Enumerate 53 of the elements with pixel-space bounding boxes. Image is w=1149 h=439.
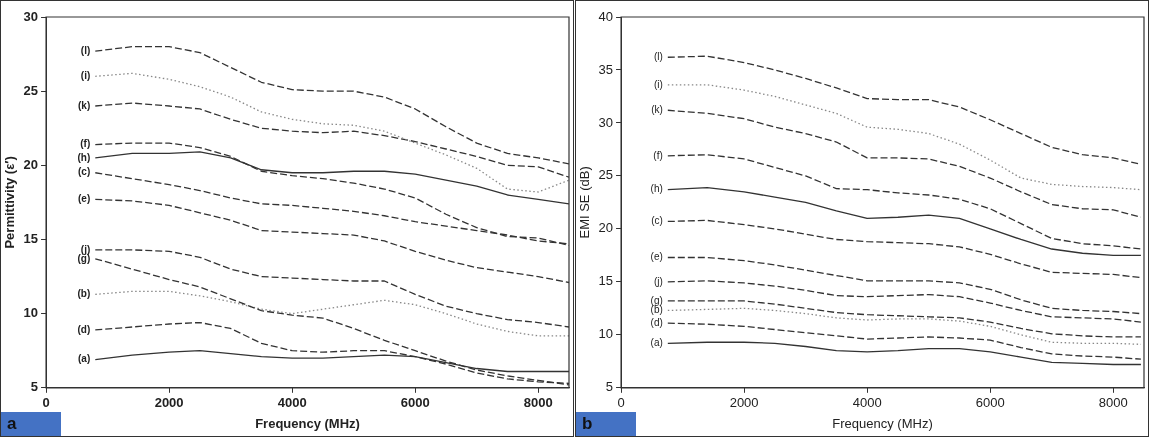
x-axis-title: Frequency (MHz) [832, 415, 933, 431]
series-label: (k) [78, 99, 91, 111]
series-label: (e) [78, 193, 91, 205]
x-tick-label: 0 [42, 395, 50, 411]
panel-tag: a [1, 412, 61, 436]
x-tick-label: 8000 [523, 395, 553, 411]
y-axis-title: Permittivity (ε′) [2, 156, 18, 249]
y-tick-label: 35 [598, 61, 614, 77]
series-label: (c) [78, 166, 91, 178]
x-tick-label: 4000 [852, 395, 882, 411]
series-label: (c) [651, 215, 663, 227]
x-tick-label: 8000 [1098, 395, 1128, 411]
x-tick-label: 2000 [729, 395, 759, 411]
x-tick-label: 0 [617, 395, 625, 411]
series-label: (b) [650, 304, 663, 316]
series-label: (a) [650, 337, 663, 349]
series-label: (g) [650, 294, 663, 306]
series-label: (f) [80, 138, 91, 150]
series-label: (h) [77, 151, 91, 163]
series-label: (h) [650, 183, 663, 195]
y-tick-label: 30 [23, 8, 39, 24]
series-label: (j) [653, 275, 663, 287]
x-tick-label: 2000 [154, 395, 184, 411]
series-label: (b) [77, 288, 91, 300]
series-label: (k) [651, 103, 663, 115]
series-label: (a) [78, 353, 91, 365]
series-label: (f) [653, 149, 663, 161]
y-tick-label: 15 [23, 231, 39, 247]
y-tick-label: 5 [605, 379, 614, 395]
y-tick-label: 15 [598, 273, 614, 289]
x-tick-label: 6000 [975, 395, 1005, 411]
series-label: (d) [77, 323, 91, 335]
y-tick-label: 20 [23, 156, 39, 172]
y-tick-label: 30 [598, 114, 614, 130]
series-label: (d) [650, 316, 663, 328]
y-tick-label: 5 [30, 379, 39, 395]
panel-tag: b [576, 412, 636, 436]
series-label: (i) [653, 78, 663, 90]
x-tick-label: 6000 [400, 395, 430, 411]
x-axis-title: Frequency (MHz) [255, 415, 360, 431]
series-label: (i) [80, 70, 91, 82]
series-label: (l) [80, 44, 91, 56]
series-label: (e) [650, 251, 663, 263]
series-label: (l) [653, 51, 663, 63]
y-tick-label: 10 [23, 305, 39, 321]
x-tick-label: 4000 [277, 395, 307, 411]
y-tick-label: 20 [598, 220, 614, 236]
y-axis-title: EMI SE (dB) [577, 166, 593, 239]
series-label: (j) [80, 243, 91, 255]
y-tick-label: 25 [23, 82, 39, 98]
y-tick-label: 25 [598, 167, 614, 183]
y-tick-label: 40 [598, 8, 614, 24]
y-tick-label: 10 [598, 326, 614, 342]
